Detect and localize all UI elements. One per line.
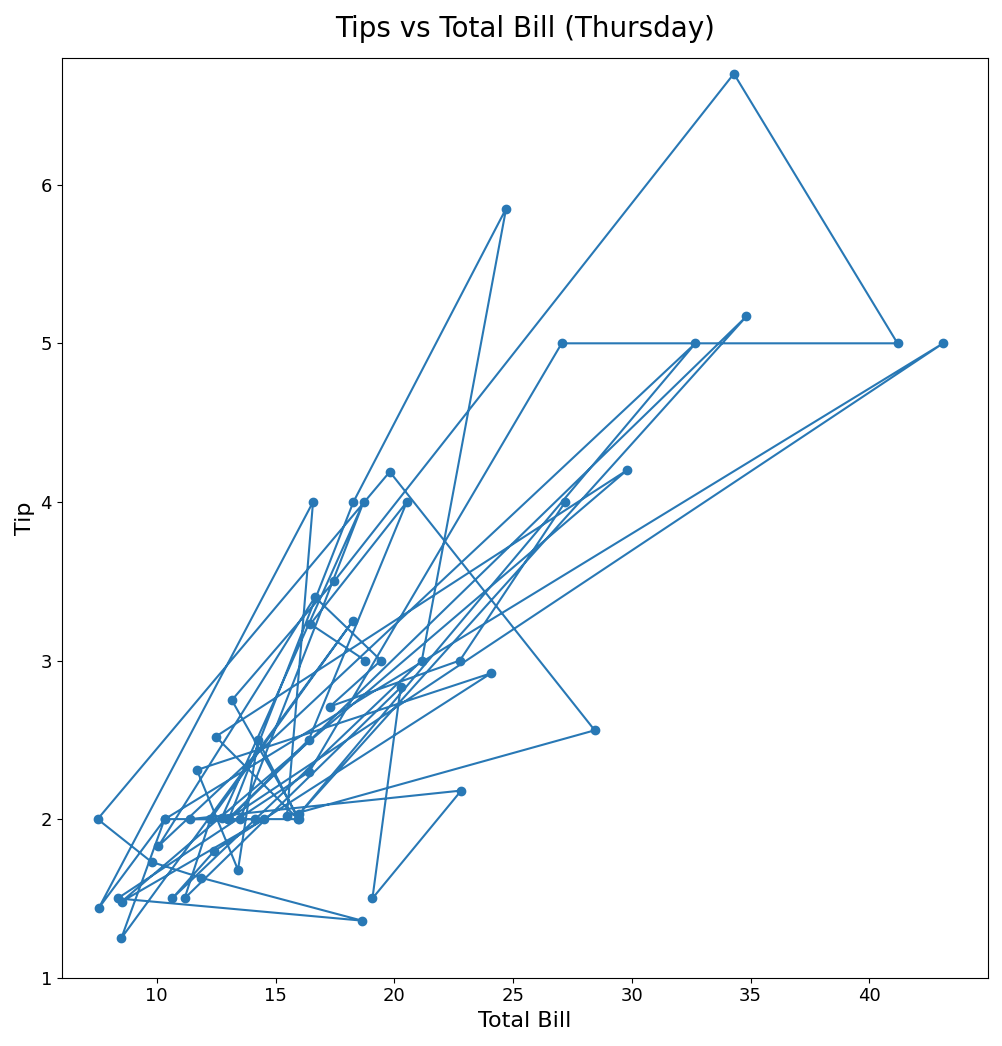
- Title: Tips vs Total Bill (Thursday): Tips vs Total Bill (Thursday): [335, 15, 714, 43]
- Y-axis label: Tip: Tip: [15, 501, 35, 535]
- X-axis label: Total Bill: Total Bill: [478, 1011, 571, 1031]
